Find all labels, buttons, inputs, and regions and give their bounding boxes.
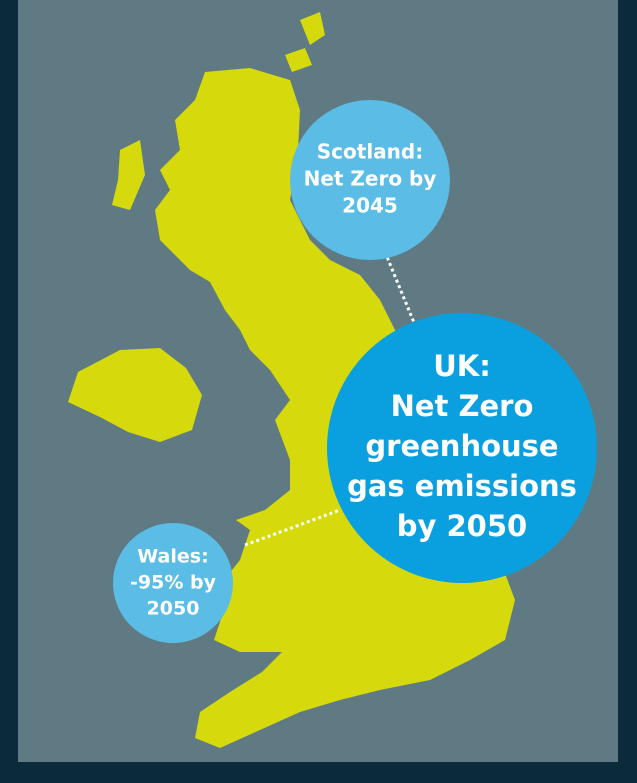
connector (383, 251, 417, 326)
uk-label: greenhouse (365, 429, 558, 463)
orkney (285, 48, 312, 72)
uk-label: Net Zero (391, 389, 534, 423)
labels: Scotland: Net Zero by 2045 UK: Net Zero green… (130, 140, 577, 620)
scotland-label: Scotland: (317, 140, 423, 164)
wales-bubble (113, 523, 233, 643)
wales-label: -95% by (130, 572, 217, 594)
uk-label: UK: (433, 349, 491, 383)
scotland-label: 2045 (342, 194, 398, 218)
uk-label: by 2050 (397, 509, 527, 543)
northern-ireland (68, 348, 202, 442)
scotland-label: Net Zero by (304, 167, 437, 191)
connector (244, 508, 341, 547)
wales-label: 2050 (147, 598, 200, 620)
uk-bubble (327, 313, 597, 583)
scotland-bubble (290, 100, 450, 260)
uk-label: gas emissions (347, 469, 577, 503)
hebrides (112, 140, 145, 210)
shetland (300, 12, 325, 45)
wales-label: Wales: (137, 546, 208, 568)
